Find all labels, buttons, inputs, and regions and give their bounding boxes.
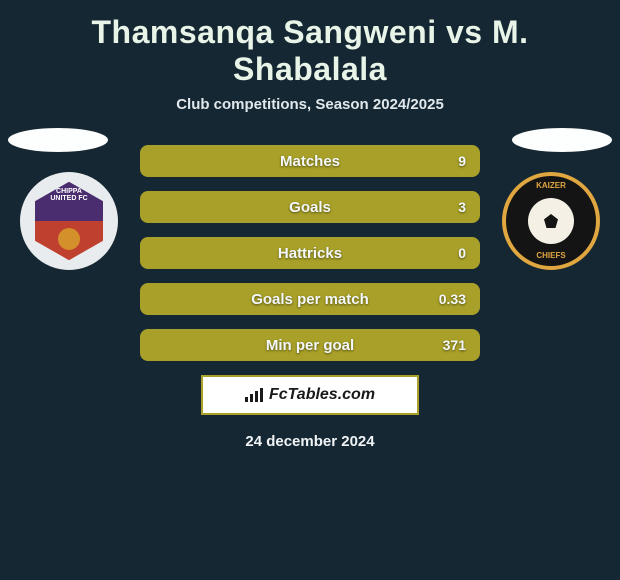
comparison-subtitle: Club competitions, Season 2024/2025: [0, 96, 620, 131]
club-logo-right: KAIZER CHIEFS: [502, 172, 600, 270]
player-right-silhouette: [512, 128, 612, 152]
stat-row: Min per goal371: [140, 329, 480, 361]
stat-row: Goals per match0.33: [140, 283, 480, 315]
stats-container: Matches9Goals3Hattricks0Goals per match0…: [140, 131, 480, 361]
club-left-name: CHIPPAUNITED FC: [35, 188, 104, 202]
club-logo-left: CHIPPAUNITED FC: [20, 172, 118, 270]
stat-row: Goals3: [140, 191, 480, 223]
soccer-ball-icon: [528, 198, 574, 244]
stat-label: Goals: [140, 199, 480, 216]
stat-row: Hattricks0: [140, 237, 480, 269]
brand-chart-icon: [245, 388, 263, 402]
brand-text: FcTables.com: [269, 386, 375, 404]
stat-label: Hattricks: [140, 245, 480, 262]
player-left-silhouette: [8, 128, 108, 152]
stat-label: Min per goal: [140, 337, 480, 354]
stat-value-right: 9: [436, 153, 466, 169]
stat-value-right: 3: [436, 199, 466, 215]
stat-label: Goals per match: [140, 291, 480, 308]
club-left-crest: CHIPPAUNITED FC: [35, 182, 104, 260]
brand-box[interactable]: FcTables.com: [201, 375, 419, 415]
stat-row: Matches9: [140, 145, 480, 177]
club-right-name-bottom: CHIEFS: [506, 252, 596, 260]
club-right-name-top: KAIZER: [506, 182, 596, 190]
comparison-title: Thamsanqa Sangweni vs M. Shabalala: [0, 0, 620, 96]
stat-label: Matches: [140, 153, 480, 170]
date-text: 24 december 2024: [0, 415, 620, 450]
stat-value-right: 0: [436, 245, 466, 261]
stat-value-right: 0.33: [436, 291, 466, 307]
club-left-badge-icon: [58, 228, 80, 250]
stat-value-right: 371: [436, 337, 466, 353]
